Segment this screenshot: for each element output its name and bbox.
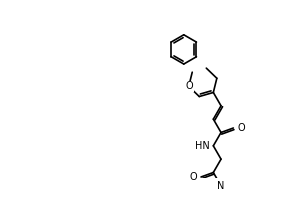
Text: O: O: [237, 123, 245, 133]
Text: O: O: [186, 81, 193, 91]
Text: HN: HN: [196, 141, 210, 151]
Text: N: N: [217, 181, 225, 191]
Text: O: O: [190, 172, 197, 182]
